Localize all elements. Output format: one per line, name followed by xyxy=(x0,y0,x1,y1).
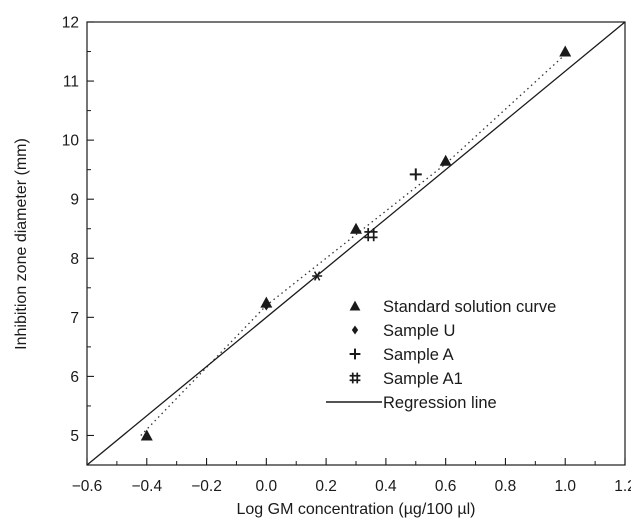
legend-label: Sample A1 xyxy=(383,370,463,388)
legend-item: Sample U xyxy=(351,322,455,340)
triangle-point xyxy=(140,429,153,441)
x-tick-label: 0.2 xyxy=(315,478,337,495)
legend-label: Standard solution curve xyxy=(383,298,556,316)
x-tick-label: 0.4 xyxy=(375,478,397,495)
legend-item: Standard solution curve xyxy=(349,298,556,316)
y-tick-labels: 5 6 7 8 9 10 11 12 xyxy=(62,15,80,445)
x-tick-labels: −0.6 −0.4 −0.2 0.0 0.2 0.4 0.6 0.8 1.0 1.2 xyxy=(72,478,631,495)
y-tick-label: 9 xyxy=(70,192,79,209)
dotted-fit-line xyxy=(140,54,566,436)
diamond-point xyxy=(262,300,270,311)
x-tick-label: −0.6 xyxy=(72,478,103,495)
legend-symbol xyxy=(349,348,361,360)
regression-line xyxy=(86,21,626,466)
plus-point xyxy=(409,168,422,181)
star-point xyxy=(312,271,323,281)
y-tick-label: 8 xyxy=(70,251,79,268)
x-tick-label: 1.2 xyxy=(614,478,631,495)
x-tick-label: 0.8 xyxy=(495,478,517,495)
x-axis-title: Log GM concentration (µg/100 µl) xyxy=(237,501,476,518)
y-axis-title: Inhibition zone diameter (mm) xyxy=(13,138,30,350)
x-tick-label: 1.0 xyxy=(554,478,576,495)
x-tick-label: −0.4 xyxy=(131,478,162,495)
legend-label: Regression line xyxy=(383,394,497,412)
legend-item: Sample A xyxy=(349,346,454,364)
legend-symbol xyxy=(349,300,361,311)
triangle-point xyxy=(559,45,572,57)
axis-ticks xyxy=(86,21,626,466)
y-tick-label: 7 xyxy=(70,310,79,327)
legend-item: Sample A1 xyxy=(349,370,463,388)
x-tick-label: 0.6 xyxy=(435,478,457,495)
data-markers xyxy=(140,45,572,441)
legend-symbol xyxy=(351,325,359,335)
x-tick-label: 0.0 xyxy=(256,478,278,495)
legend-label: Sample U xyxy=(383,322,455,340)
y-tick-label: 5 xyxy=(70,428,79,445)
legend-item: Regression line xyxy=(326,394,497,412)
triangle-point xyxy=(439,154,452,166)
triangle-point xyxy=(350,222,362,234)
legend-label: Sample A xyxy=(383,346,454,364)
y-tick-label: 11 xyxy=(63,74,79,91)
x-tick-label: −0.2 xyxy=(191,478,222,495)
y-tick-label: 10 xyxy=(62,133,80,150)
hash-point xyxy=(364,228,378,242)
legend-symbol xyxy=(349,372,361,384)
y-tick-label: 6 xyxy=(70,369,79,386)
legend: Standard solution curve Sample U Sample A S… xyxy=(326,298,556,412)
y-tick-label: 12 xyxy=(62,15,79,32)
